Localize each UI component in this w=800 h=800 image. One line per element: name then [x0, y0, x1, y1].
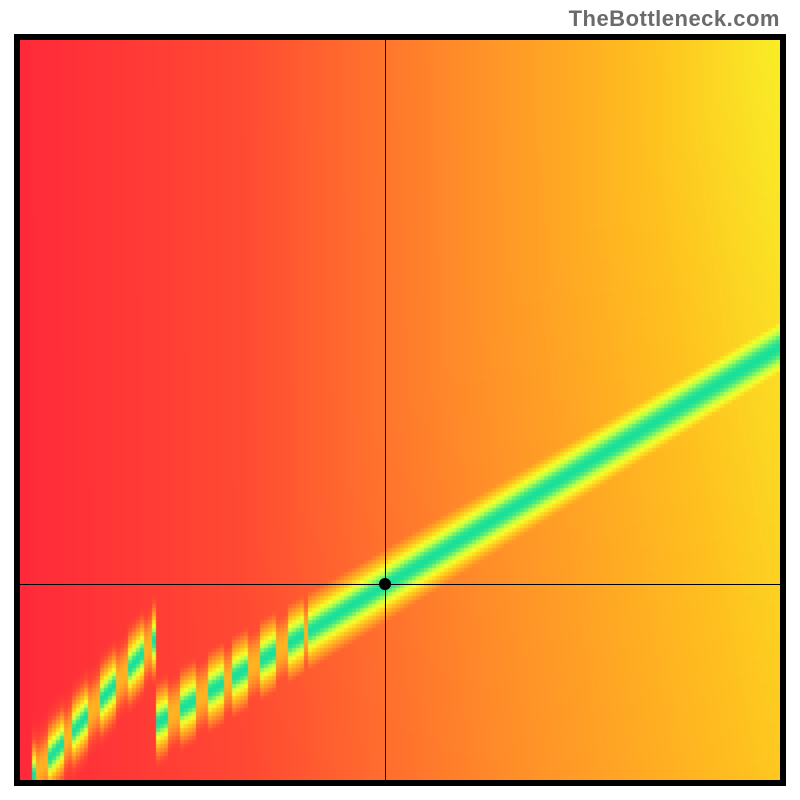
- plot-area: [20, 40, 780, 780]
- crosshair-vertical: [385, 40, 386, 780]
- chart-frame: [14, 34, 786, 786]
- marker-dot: [379, 578, 391, 590]
- watermark-text: TheBottleneck.com: [569, 6, 780, 32]
- heatmap-canvas: [20, 40, 780, 780]
- crosshair-horizontal: [20, 584, 780, 585]
